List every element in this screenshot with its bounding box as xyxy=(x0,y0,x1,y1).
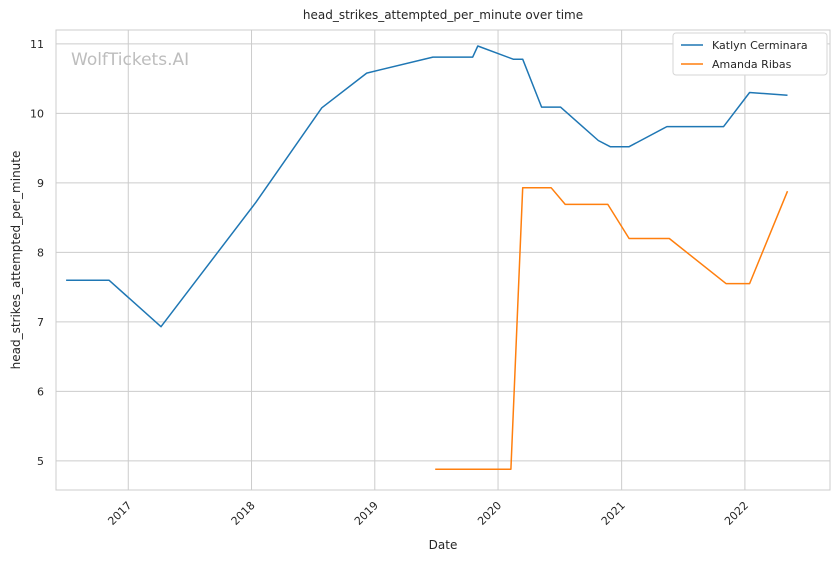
series-line-amanda-ribas xyxy=(435,186,789,470)
grid xyxy=(56,30,830,490)
y-tick-label: 7 xyxy=(37,316,44,329)
series-lines xyxy=(66,45,789,470)
legend-label-amanda-ribas: Amanda Ribas xyxy=(712,58,792,71)
y-tick-label: 8 xyxy=(37,246,44,259)
chart-title: head_strikes_attempted_per_minute over t… xyxy=(303,8,583,22)
legend-box xyxy=(672,32,828,76)
y-tick-label: 10 xyxy=(30,107,44,120)
legend-label-katlyn-cerminara: Katlyn Cerminara xyxy=(712,39,808,52)
watermark: WolfTickets.AI xyxy=(71,50,189,70)
y-tick-label: 5 xyxy=(37,455,44,468)
y-tick-label: 9 xyxy=(37,177,44,190)
y-tick-label: 6 xyxy=(37,385,44,398)
y-axis-label: head_strikes_attempted_per_minute xyxy=(9,151,23,370)
x-axis-label: Date xyxy=(429,538,458,552)
legend: Katlyn Cerminara Amanda Ribas xyxy=(672,32,828,76)
y-tick-label: 11 xyxy=(30,38,44,51)
series-line-katlyn-cerminara xyxy=(66,45,788,328)
plot-frame xyxy=(55,29,831,491)
